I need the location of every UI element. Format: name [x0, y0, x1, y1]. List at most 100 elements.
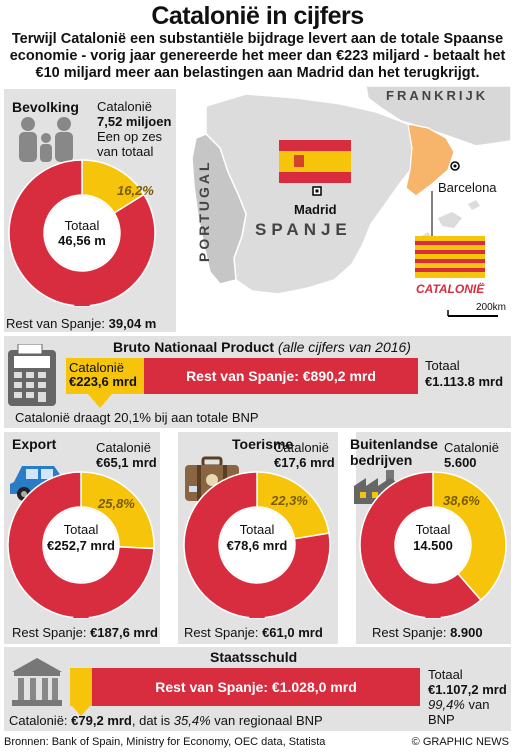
donut-pointer — [73, 604, 89, 618]
debt-cat-value: €79,2 mrd — [71, 713, 132, 728]
tourism-total-label: Totaal — [239, 522, 275, 537]
debt-total-value: €1.107,2 mrd — [428, 682, 507, 697]
people-icon — [19, 117, 73, 162]
gdp-bar-catalonia: Catalonië €223,6 mrd — [66, 358, 144, 394]
donut-slice-rest — [8, 159, 156, 307]
export-total-value: €252,7 mrd — [47, 538, 115, 553]
footer-sources: Bronnen: Bank of Spain, Ministry for Eco… — [4, 736, 326, 748]
intro-text: Terwijl Catalonië een substantiële bijdr… — [9, 31, 506, 81]
donut-hole — [44, 508, 118, 582]
calculator-icon — [8, 344, 56, 406]
gdp-bar: Catalonië €223,6 mrd Rest van Spanje: €8… — [66, 358, 418, 394]
spain-label: SPANJE — [255, 220, 352, 239]
debt-note: Catalonië: €79,2 mrd, dat is 35,4% van r… — [9, 713, 323, 728]
debt-cat-label: Catalonië: — [9, 713, 68, 728]
debt-pct-line2: BNP — [428, 712, 455, 727]
debt-bar: Rest van Spanje: €1.028,0 mrd — [70, 668, 420, 706]
gdp-heading: Bruto Nationaal Product — [113, 339, 275, 355]
foreign-cat-label: Catalonië — [444, 440, 499, 455]
donut-pointer — [249, 604, 265, 618]
foreign-cat-value: 5.600 — [444, 455, 477, 470]
debt-note-mid: , dat is — [131, 713, 171, 728]
population-rest-label: Rest van Spanje: — [6, 316, 106, 331]
export-rest: Rest Spanje: €187,6 mrd — [12, 625, 158, 640]
export-donut — [7, 471, 155, 619]
population-cat-label: Catalonië — [97, 99, 152, 114]
madrid-label: Madrid — [294, 202, 337, 217]
donut-slice-rest — [359, 471, 482, 619]
tourism-total-value: €78,6 mrd — [226, 538, 288, 553]
population-heading: Bevolking — [12, 99, 79, 115]
gdp-note: Catalonië draagt 20,1% bij aan totale BN… — [15, 410, 259, 425]
gdp-total-label: Totaal — [425, 358, 460, 373]
population-total-value: 46,56 m — [58, 233, 106, 248]
iberia-map — [176, 86, 511, 336]
donut-hole — [45, 196, 119, 270]
foreign-total-label: Totaal — [415, 522, 451, 537]
donut-slice-rest — [183, 471, 331, 619]
tourism-rest: Rest Spanje: €61,0 mrd — [184, 625, 323, 640]
foreign-rest-value: 8.900 — [450, 625, 483, 640]
foreign-rest-label: Rest Spanje: — [372, 625, 447, 640]
catalonia-label: CATALONIË — [416, 282, 485, 296]
portugal-label: PORTUGAL — [196, 159, 212, 262]
foreign-donut — [359, 471, 507, 619]
population-note-1: Een op zes — [97, 129, 163, 144]
debt-total-label: Totaal — [428, 667, 463, 682]
gdp-pointer — [88, 394, 112, 408]
gdp-cat-value: €223,6 mrd — [69, 374, 137, 389]
debt-pct: 99,4% van — [428, 697, 489, 712]
donut-slice-catalonia — [80, 471, 155, 550]
export-cat-label: Catalonië — [96, 440, 151, 455]
population-donut — [8, 159, 156, 307]
foreign-heading-1: Buitenlandse — [350, 436, 438, 452]
debt-note-pct: 35,4% — [173, 713, 211, 728]
debt-note-end: van regionaal BNP — [214, 713, 323, 728]
export-total-label: Totaal — [63, 522, 99, 537]
gdp-cat-label: Catalonië — [69, 360, 124, 375]
donut-hole — [396, 508, 470, 582]
donut-slice-catalonia — [432, 471, 507, 602]
barcelona-label: Barcelona — [438, 180, 497, 195]
tourism-donut — [183, 471, 331, 619]
tourism-cat-label: Catalonië — [274, 440, 329, 455]
export-heading: Export — [12, 436, 57, 452]
tourism-heading: Toerisme — [232, 436, 294, 452]
foreign-heading: Buitenlandse bedrijven — [350, 436, 438, 468]
tourism-rest-value: €61,0 mrd — [262, 625, 323, 640]
scale-label: 200km — [476, 302, 507, 313]
population-note-2: van totaal — [97, 144, 154, 159]
foreign-rest: Rest Spanje: 8.900 — [372, 625, 483, 640]
gdp-subheading: (alle cijfers van 2016) — [277, 339, 411, 355]
debt-heading: Staatsschuld — [210, 649, 298, 665]
donut-pointer — [74, 292, 90, 306]
gdp-bar-rest: Rest van Spanje: €890,2 mrd — [144, 358, 418, 394]
export-cat-value: €65,1 mrd — [96, 455, 157, 470]
export-pct-label: 25,8% — [98, 496, 135, 511]
export-rest-value: €187,6 mrd — [90, 625, 158, 640]
foreign-heading-2: bedrijven — [350, 452, 413, 468]
debt-pct-suffix: van — [468, 697, 490, 712]
page-title: Catalonië in cijfers — [151, 2, 364, 30]
footer-credit: © GRAPHIC NEWS — [411, 736, 509, 748]
gdp-heading-row: Bruto Nationaal Product (alle cijfers va… — [113, 339, 411, 355]
population-rest: Rest van Spanje: 39,04 m — [6, 316, 156, 331]
tourism-rest-label: Rest Spanje: — [184, 625, 259, 640]
population-pct-label: 16,2% — [117, 183, 154, 198]
donut-slice-rest — [7, 471, 155, 619]
debt-bar-rest: Rest van Spanje: €1.028,0 mrd — [92, 668, 420, 706]
export-rest-label: Rest Spanje: — [12, 625, 87, 640]
foreign-pct-label: 38,6% — [443, 493, 480, 508]
debt-pct-value: 99,4% — [428, 697, 465, 712]
donut-pointer — [425, 604, 441, 618]
donut-hole — [220, 508, 294, 582]
population-rest-value: 39,04 m — [108, 316, 157, 331]
france-label: FRANKRIJK — [386, 88, 489, 103]
population-total-label: Totaal — [64, 218, 100, 233]
foreign-total-value: 14.500 — [413, 538, 453, 553]
tourism-cat-value: €17,6 mrd — [274, 455, 335, 470]
debt-pointer — [72, 706, 90, 716]
debt-bar-catalonia — [70, 668, 92, 706]
gdp-total-value: €1.113.8 mrd — [425, 374, 504, 389]
tourism-pct-label: 22,3% — [271, 493, 308, 508]
